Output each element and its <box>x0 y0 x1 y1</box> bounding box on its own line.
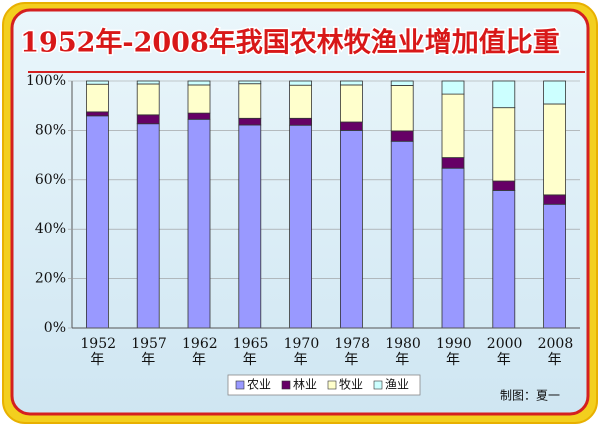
chart-title: 1952年-2008年我国农林牧渔业增加值比重 <box>20 27 560 59</box>
bar-segment <box>543 203 566 329</box>
y-tick-label: 100% <box>26 73 66 89</box>
bar-segment <box>238 117 262 126</box>
legend-swatch <box>327 380 337 390</box>
bar-segment <box>238 124 262 329</box>
y-tick-label: 20% <box>35 271 66 287</box>
y-tick-label: 40% <box>35 221 66 237</box>
bar-segment <box>136 83 160 116</box>
bar-segment <box>390 140 414 329</box>
legend-label: 林业 <box>293 378 317 392</box>
bar-segment <box>390 80 414 86</box>
bar-segment <box>289 80 313 86</box>
legend-swatch <box>235 380 245 390</box>
x-tick-label: 2008年 <box>537 336 574 368</box>
y-tick-label: 60% <box>35 172 66 188</box>
y-tick-label: 0% <box>44 320 66 336</box>
legend-box <box>227 374 421 396</box>
bar-segment <box>136 80 160 85</box>
bar-segment <box>187 112 211 120</box>
x-tick-label: 1962年 <box>182 336 218 368</box>
bar-segment <box>136 114 160 125</box>
bar-segment <box>339 129 363 329</box>
bar-segment <box>289 124 313 329</box>
bar-segment <box>238 83 262 119</box>
bar-segment <box>339 84 363 123</box>
x-tick-label: 1957年 <box>131 336 167 368</box>
annotation: 制图：夏一 <box>500 389 560 403</box>
bar-segment <box>543 80 566 105</box>
x-tick-label: 1990年 <box>436 336 472 368</box>
bar-segment <box>86 115 109 329</box>
x-tick-label: 1952年 <box>80 336 117 368</box>
bar-segment <box>390 85 414 132</box>
y-tick-label: 80% <box>35 122 66 138</box>
bar-segment <box>136 123 160 329</box>
bar-segment <box>339 121 363 131</box>
bar-segment <box>492 190 516 329</box>
x-tick-label: 1970年 <box>283 336 320 368</box>
legend-swatch <box>281 380 291 390</box>
x-tick-label: 1980年 <box>385 336 421 368</box>
legend-swatch <box>373 380 383 390</box>
bar-segment <box>441 157 465 169</box>
bar-segment <box>86 111 109 117</box>
bar-segment <box>187 118 211 329</box>
bar-segment <box>339 80 363 86</box>
bar-segment <box>492 107 516 182</box>
x-tick-label: 1965年 <box>232 336 269 368</box>
bar-segment <box>441 167 465 329</box>
bar-segment <box>86 83 109 113</box>
bar-segment <box>289 84 313 119</box>
bar-segment <box>238 80 262 85</box>
bar-segment <box>543 103 566 196</box>
bar-segment <box>492 180 516 191</box>
bar-segment <box>543 194 566 205</box>
legend-label: 牧业 <box>339 378 363 392</box>
bar-segment <box>492 80 516 109</box>
bar-segment <box>390 130 414 142</box>
bar-segment <box>187 84 211 114</box>
x-tick-label: 1978年 <box>334 336 371 368</box>
bar-segment <box>441 93 465 158</box>
bar-segment <box>86 80 109 85</box>
legend-label: 渔业 <box>385 378 409 392</box>
x-tick-label: 2000年 <box>486 336 523 368</box>
legend-label: 农业 <box>247 378 271 392</box>
bar-segment <box>289 117 313 126</box>
bar-segment <box>187 80 211 86</box>
bar-segment <box>441 80 465 95</box>
